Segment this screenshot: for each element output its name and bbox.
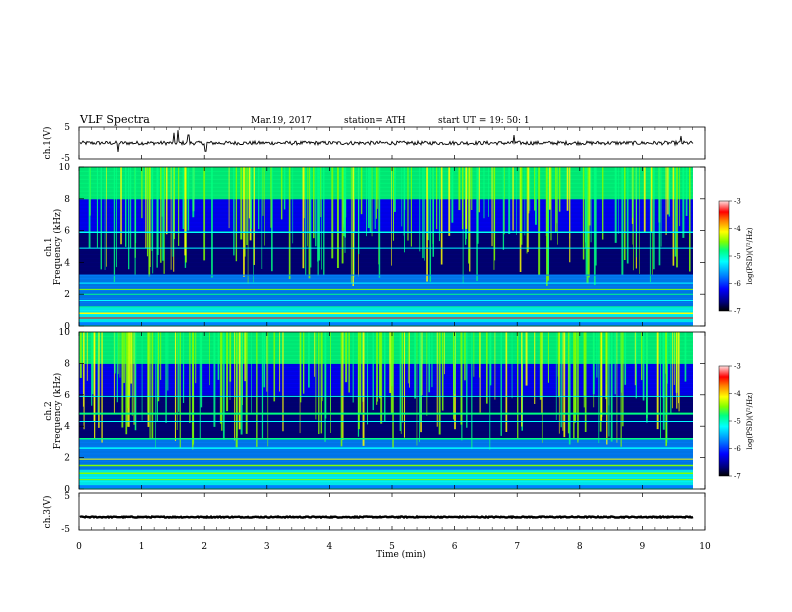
colorbar-tick-label: -3 (734, 363, 741, 371)
header-station: station= ATH (344, 116, 406, 126)
time-axis-label: Time (min) (376, 549, 426, 560)
header-date: Mar.19, 2017 (251, 116, 312, 126)
ch3-waveform-frame (78, 492, 706, 531)
ch3-ytick-top: 5 (64, 492, 70, 502)
ch2-colorbar-label: log(PSD)(V²/Hz) (746, 392, 754, 449)
time-tick-label: 10 (699, 542, 711, 552)
time-tick-label: 9 (640, 542, 646, 552)
frequency-tick-label: 8 (64, 359, 70, 369)
frequency-tick-label: 6 (64, 391, 70, 401)
ch1-colorbar-label: log(PSD)(V²/Hz) (746, 227, 754, 284)
frequency-tick-label: 4 (64, 422, 70, 432)
ch3-waveform-ylabel: ch.3(V) (42, 496, 53, 529)
ch2-spectrogram-image (79, 332, 705, 490)
ch3-waveform-line (79, 514, 694, 520)
time-tick-label: 3 (264, 542, 270, 552)
time-tick-label: 4 (327, 542, 333, 552)
frequency-tick-label: 10 (59, 163, 71, 173)
ch1-ytick-bottom: -5 (61, 154, 70, 164)
frequency-tick-label: 10 (59, 328, 71, 338)
colorbar-tick-label: -4 (734, 390, 741, 398)
time-tick-label: 5 (389, 542, 395, 552)
ch2-spectrogram-ylabel-channel: ch.2 (44, 401, 54, 420)
frequency-tick-label: 2 (64, 454, 70, 464)
ch1-spectrogram-image (79, 167, 705, 327)
time-tick-label: 7 (514, 542, 520, 552)
time-tick-label: 2 (201, 542, 207, 552)
frequency-tick-label: 0 (64, 322, 70, 332)
ch1-colorbar (718, 200, 730, 312)
colorbar-tick-label: -5 (734, 418, 741, 426)
colorbar-tick-label: -6 (734, 280, 741, 288)
ch1-spectrogram-ylabel-channel: ch.1 (44, 237, 54, 256)
colorbar-tick-label: -5 (734, 253, 741, 261)
ch3-ytick-bottom: -5 (61, 525, 70, 535)
colorbar-tick-label: -6 (734, 445, 741, 453)
colorbar-tick-label: -3 (734, 198, 741, 206)
frequency-tick-label: 0 (64, 485, 70, 495)
ch2-colorbar (718, 365, 730, 477)
ch2-spectrogram-ylabel-frequency: Frequency (kHz) (52, 373, 63, 450)
time-tick-label: 0 (76, 542, 82, 552)
time-tick-label: 6 (452, 542, 458, 552)
colorbar-tick-label: -4 (734, 225, 741, 233)
ch1-spectrogram-ylabel-frequency: Frequency (kHz) (52, 209, 63, 286)
time-tick-label: 8 (577, 542, 583, 552)
header-start-time: start UT = 19: 50: 1 (438, 116, 530, 126)
colorbar-tick-label: -7 (734, 473, 741, 481)
frequency-tick-label: 6 (64, 227, 70, 237)
frequency-tick-label: 4 (64, 258, 70, 268)
colorbar-tick-label: -7 (734, 308, 741, 316)
time-axis: 0 1 2 3 4 5 6 7 8 9 10 (76, 127, 711, 552)
ch1-ytick-top: 5 (64, 123, 70, 133)
ch1-waveform-line (79, 130, 694, 153)
chart-title: VLF Spectra (79, 113, 150, 126)
frequency-tick-label: 8 (64, 195, 70, 205)
time-tick-label: 1 (139, 542, 145, 552)
ch1-waveform-ylabel: ch.1(V) (42, 127, 53, 160)
frequency-tick-label: 2 (64, 290, 70, 300)
